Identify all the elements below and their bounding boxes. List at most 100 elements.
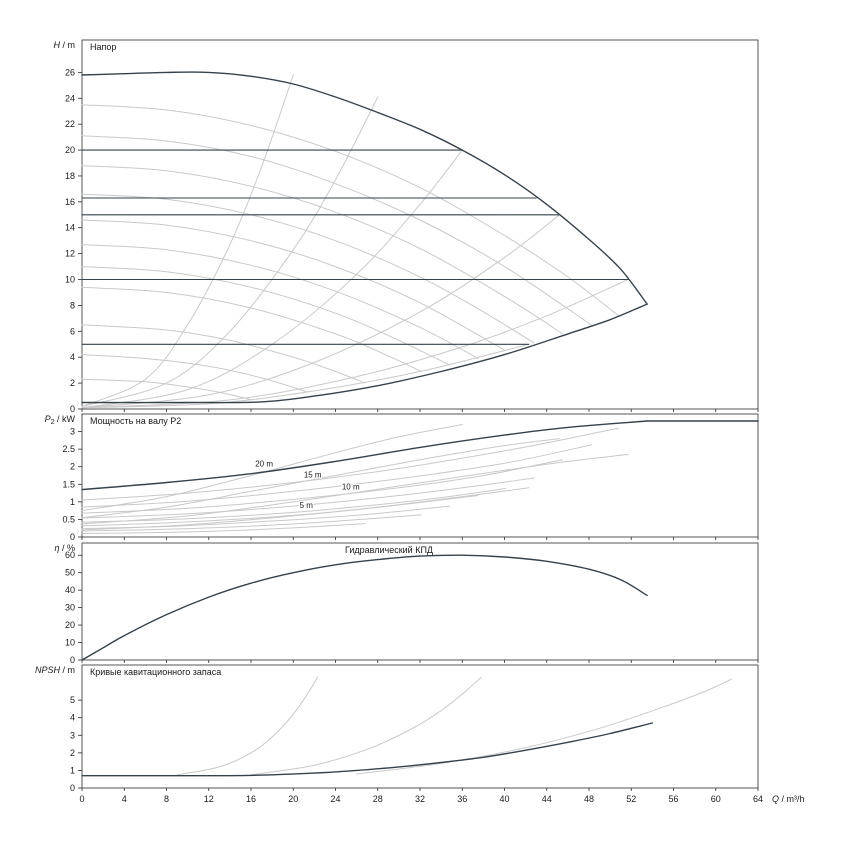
panel-power: 0 0.5 1 1.5 2 2.5 3 20 m 15 m 10 m 5 m Мощность на …: [45, 413, 759, 542]
y-tick-label: 3: [70, 427, 75, 437]
y-tick-label: 22: [65, 119, 75, 129]
x-tick-label: 16: [246, 794, 256, 804]
y-tick-label: 0: [70, 783, 75, 793]
panel-efficiency: 0 10 20 30 40 50 60 Гидравлический КПД η / %: [54, 542, 759, 665]
y-tick-label: 14: [65, 223, 75, 233]
y-tick-label: 12: [65, 249, 75, 259]
y-tick-label: 50: [65, 568, 75, 578]
series-speed-curve-85: [81, 165, 564, 335]
y-axis-caption-head: H / m: [54, 40, 76, 50]
y-tick-label: 20: [65, 620, 75, 630]
series-min-boundary-curve: [81, 303, 648, 404]
panel-title-efficiency: Гидравлический КПД: [345, 545, 433, 555]
panel-title-power: Мощность на валу P2: [90, 416, 181, 426]
y-tick-label: 10: [65, 275, 75, 285]
series-system-curve-2: [81, 96, 379, 407]
series-system-curve-3: [81, 149, 463, 409]
series-speed-curve-50: [81, 324, 366, 384]
series-npsh-speed-1: [176, 676, 318, 776]
x-axis: 0 4 8 12 16 20 24 28 32 36 40 44 48 52 56 60 64 Q / m³/h: [79, 794, 804, 804]
x-tick-label: 48: [584, 794, 594, 804]
series-system-curve-6: [81, 343, 530, 409]
x-tick-label: 20: [288, 794, 298, 804]
series-power-ctrl-20m: [81, 424, 463, 512]
series-speed-curve-65: [81, 266, 451, 366]
curve-label: 15 m: [304, 470, 322, 479]
x-tick-label: 12: [204, 794, 214, 804]
x-tick-label: 40: [499, 794, 509, 804]
y-tick-label: 1: [70, 765, 75, 775]
x-tick-label: 60: [711, 794, 721, 804]
x-tick-label: 56: [668, 794, 678, 804]
series-power-speed-3: [81, 459, 564, 514]
y-tick-label: 60: [65, 550, 75, 560]
x-tick-label: 8: [164, 794, 169, 804]
series-max-power-curve: [81, 420, 648, 491]
x-tick-label: 36: [457, 794, 467, 804]
y-tick-label: 20: [65, 145, 75, 155]
series-speed-curve-30: [81, 378, 253, 401]
y-tick-label: 4: [70, 352, 75, 362]
panel-title-head: Напор: [90, 42, 116, 52]
y-axis-caption-power: P2 / kW: [45, 414, 76, 426]
series-speed-curve-70: [81, 244, 479, 359]
x-tick-label: 32: [415, 794, 425, 804]
y-tick-label: 40: [65, 585, 75, 595]
series-system-curve-1: [81, 74, 294, 407]
curve-label: 5 m: [300, 501, 314, 510]
y-tick-label: 2: [70, 462, 75, 472]
y-tick-label: 8: [70, 300, 75, 310]
series-max-head-curve: [81, 71, 648, 305]
panel-frame: [81, 664, 759, 789]
series-power-speed-9: [81, 523, 366, 534]
series-speed-curve-95: [81, 104, 620, 317]
y-tick-label: 0.5: [62, 514, 75, 524]
y-tick-label: 1: [70, 497, 75, 507]
y-tick-label: 2: [70, 748, 75, 758]
series-power-ctrl-15m: [81, 438, 560, 519]
y-tick-label: 1.5: [62, 479, 75, 489]
series-speed-curve-80: [81, 193, 535, 344]
y-tick-label: 4: [70, 713, 75, 723]
y-tick-label: 16: [65, 197, 75, 207]
series-speed-curve-40: [81, 354, 309, 393]
y-axis-caption-efficiency: η / %: [54, 543, 75, 553]
series-system-curve-4: [81, 214, 560, 409]
y-axis-caption-npsh: NPSH / m: [35, 665, 75, 675]
panel-frame: [81, 39, 759, 410]
series-efficiency-curve: [81, 554, 648, 661]
x-tick-label: 44: [542, 794, 552, 804]
series-npsh-speed-2: [250, 676, 482, 776]
panel-npsh: 0 1 2 3 4 5 Кривые кавитационного запаса NPSH /…: [35, 664, 759, 793]
series-power-ctrl-10m: [81, 453, 629, 525]
y-tick-label: 6: [70, 326, 75, 336]
y-tick-label: 0: [70, 655, 75, 665]
series-speed-curve-60: [81, 286, 422, 372]
x-tick-label: 64: [753, 794, 763, 804]
panel-frame: [81, 542, 759, 661]
series-power-ctrl-5m: [81, 487, 530, 531]
curve-label: 20 m: [255, 460, 273, 469]
x-tick-label: 28: [373, 794, 383, 804]
x-tick-label: 0: [79, 794, 84, 804]
y-tick-label: 24: [65, 93, 75, 103]
y-tick-label: 3: [70, 730, 75, 740]
series-npsh-speed-3: [356, 678, 733, 775]
y-tick-label: 30: [65, 603, 75, 613]
x-tick-label: 52: [626, 794, 636, 804]
series-npsh-curve: [81, 722, 654, 777]
y-tick-label: 18: [65, 171, 75, 181]
y-tick-label: 0: [70, 532, 75, 542]
x-axis-caption: Q / m³/h: [772, 794, 805, 804]
series-speed-curve-75: [81, 219, 507, 352]
series-power-speed-1: [81, 427, 620, 501]
y-tick-label: 0: [70, 404, 75, 414]
x-tick-label: 24: [330, 794, 340, 804]
x-tick-label: 4: [122, 794, 127, 804]
series-power-speed-2: [81, 444, 592, 508]
series-speed-curve-90: [81, 135, 592, 326]
series-power-speed-8: [81, 514, 422, 532]
